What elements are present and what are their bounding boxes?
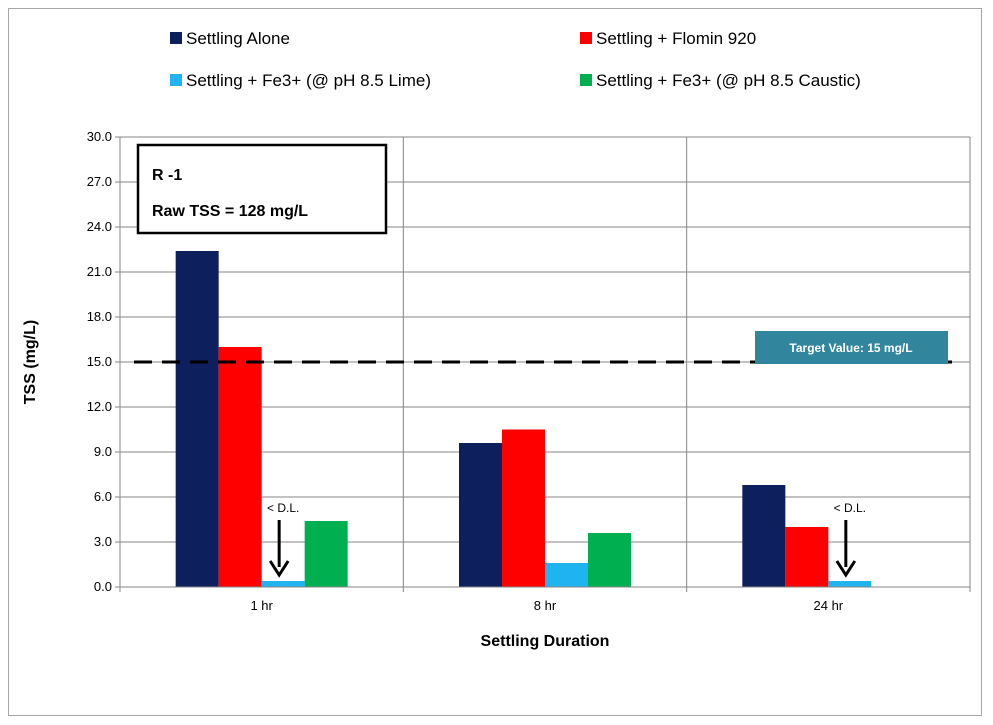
- bar: [545, 563, 588, 587]
- x-tick-label: 8 hr: [534, 598, 557, 613]
- target-label-box: [755, 331, 948, 364]
- bar: [218, 347, 262, 587]
- y-tick-label: 12.0: [87, 399, 112, 414]
- y-tick-labels: 0.0 3.0 6.0 9.0 12.0 15.0 18.0 21.0 24.0 27.0 30.0: [87, 129, 112, 594]
- y-tick-label: 21.0: [87, 264, 112, 279]
- legend-label: Settling + Flomin 920: [596, 29, 756, 48]
- dl-arrow-head: [268, 560, 290, 578]
- info-box-border: [136, 143, 388, 235]
- dl-annotation: < D.L.: [834, 501, 866, 515]
- bars: [175, 251, 872, 587]
- y-tick-label: 24.0: [87, 219, 112, 234]
- y-tick-label: 27.0: [87, 174, 112, 189]
- target-label-text: Target Value: 15 mg/L: [789, 341, 912, 355]
- y-tick-label: 15.0: [87, 354, 112, 369]
- legend-swatch: [170, 74, 182, 86]
- x-tick-label: 1 hr: [250, 598, 273, 613]
- info-box: R -1 Raw TSS = 128 mg/L: [136, 143, 388, 235]
- legend-swatch: [580, 74, 592, 86]
- x-tick-labels: 1 hr 8 hr 24 hr: [250, 598, 843, 613]
- bar: [175, 251, 219, 587]
- legend-swatch: [580, 32, 592, 44]
- legend-label: Settling + Fe3+ (@ pH 8.5 Lime): [186, 71, 431, 90]
- y-tick-label: 3.0: [94, 534, 112, 549]
- legend-label: Settling Alone: [186, 29, 290, 48]
- y-axis-title: TSS (mg/L): [22, 320, 39, 404]
- y-tick-label: 30.0: [87, 129, 112, 144]
- y-tick-label: 0.0: [94, 579, 112, 594]
- bar: [261, 581, 305, 587]
- bar: [588, 533, 631, 587]
- target-label: Target Value: 15 mg/L: [755, 331, 948, 364]
- bar: [742, 485, 786, 587]
- axes: [115, 136, 971, 592]
- x-axis-title: Settling Duration: [481, 633, 610, 650]
- bar: [304, 521, 348, 587]
- legend: Settling Alone Settling + Flomin 920 Settl…: [170, 29, 861, 90]
- x-tick-label: 24 hr: [814, 598, 844, 613]
- legend-label: Settling + Fe3+ (@ pH 8.5 Caustic): [596, 71, 861, 90]
- y-tick-label: 6.0: [94, 489, 112, 504]
- legend-swatch: [170, 32, 182, 44]
- annotations: < D.L. < D.L.: [267, 501, 866, 578]
- y-tick-label: 18.0: [87, 309, 112, 324]
- dl-arrow-head: [835, 560, 857, 578]
- bar: [459, 443, 502, 587]
- y-tick-label: 9.0: [94, 444, 112, 459]
- info-box-line2: Raw TSS = 128 mg/L: [152, 203, 308, 220]
- bar: [502, 429, 545, 587]
- info-box-line1: R -1: [152, 167, 182, 184]
- dl-annotation: < D.L.: [267, 501, 299, 515]
- bar: [828, 581, 872, 587]
- bar: [785, 527, 829, 587]
